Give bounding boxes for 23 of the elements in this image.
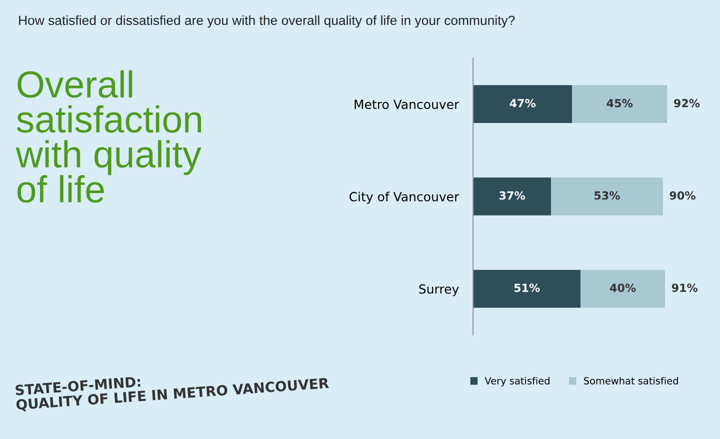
total-label: 91%	[672, 284, 698, 292]
data-label: 51%	[514, 284, 540, 292]
bar	[473, 85, 572, 124]
text: STATE-OF-MIND: QUALITY OF LIFE IN METRO VANCOUVER	[15, 376, 330, 412]
data-label: 37%	[500, 191, 526, 200]
bar	[473, 270, 581, 308]
bar	[580, 270, 665, 308]
y-tick-label: Surrey	[419, 284, 459, 296]
text: Overall satisfaction with quality of life	[16, 70, 202, 203]
total-label: 92%	[674, 98, 700, 108]
bar	[473, 178, 552, 216]
y-tick-label: City of Vancouver	[350, 192, 460, 204]
legend-label: Very satisfied	[484, 376, 550, 386]
text: How satisfied or dissatisfied are you with the overall quality of life in your community?	[19, 15, 515, 28]
data-label: 47%	[510, 98, 536, 108]
data-label: 53%	[594, 191, 620, 200]
bar	[551, 178, 663, 216]
total-label: 90%	[670, 191, 696, 200]
bar	[572, 85, 668, 124]
data-label: 40%	[610, 284, 636, 292]
data-label: 45%	[606, 98, 633, 108]
legend-label: Somewhat satisfied	[584, 376, 678, 384]
y-tick-label: Metro Vancouver	[354, 100, 460, 110]
